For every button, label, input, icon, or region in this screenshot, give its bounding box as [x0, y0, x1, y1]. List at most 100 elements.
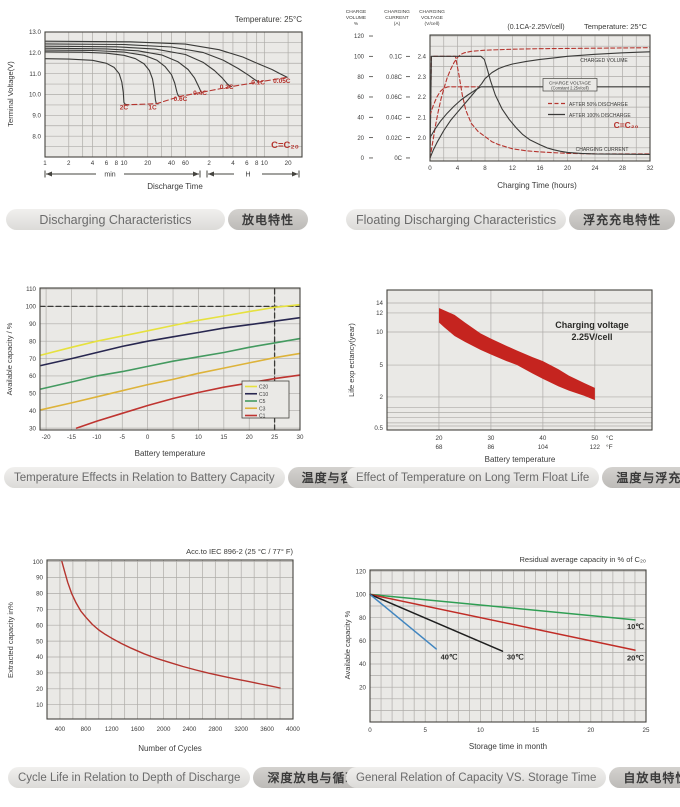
svg-text:20: 20 — [357, 136, 364, 142]
svg-text:90: 90 — [36, 575, 43, 582]
svg-text:0.06C: 0.06C — [386, 95, 403, 101]
svg-text:Charging voltage: Charging voltage — [555, 320, 629, 330]
svg-text:C1: C1 — [259, 414, 266, 420]
svg-text:80: 80 — [36, 591, 43, 598]
caption-storage-en: General Relation of Capacity VS. Storage… — [346, 767, 607, 788]
svg-text:2400: 2400 — [183, 726, 197, 733]
caption-float-life: Effect of Temperature on Long Term Float… — [346, 467, 680, 488]
svg-text:0: 0 — [361, 156, 365, 162]
svg-text:4: 4 — [91, 160, 95, 167]
svg-text:CHARGING: CHARGING — [419, 9, 445, 15]
caption-float-life-zh: 温度与浮充寿命关系 — [602, 467, 680, 488]
caption-cycle-life: Cycle Life in Relation to Depth of Disch… — [8, 767, 399, 788]
svg-text:C20: C20 — [259, 385, 268, 391]
caption-floating: Floating Discharging Characteristics 浮充充… — [346, 209, 676, 230]
svg-text:0.1C: 0.1C — [251, 80, 265, 87]
svg-text:20: 20 — [436, 435, 443, 442]
caption-storage: General Relation of Capacity VS. Storage… — [346, 767, 680, 788]
svg-text:0.5: 0.5 — [374, 425, 383, 432]
svg-text:120: 120 — [354, 34, 365, 40]
svg-text:0.08C: 0.08C — [386, 75, 403, 81]
caption-discharging-en: Discharging Characteristics — [6, 209, 225, 230]
svg-text:40: 40 — [168, 160, 175, 167]
svg-text:30℃: 30℃ — [507, 652, 524, 661]
svg-text:400: 400 — [55, 726, 66, 733]
caption-floating-en: Floating Discharging Characteristics — [346, 209, 567, 230]
svg-text:CHARGING CURRENT: CHARGING CURRENT — [576, 147, 629, 153]
svg-text:C=C₂₀: C=C₂₀ — [614, 120, 639, 130]
svg-text:80: 80 — [359, 615, 366, 622]
svg-text:2.2: 2.2 — [418, 95, 427, 101]
svg-text:5: 5 — [423, 727, 427, 734]
svg-text:20: 20 — [36, 686, 43, 693]
svg-text:Temperature: 25°C: Temperature: 25°C — [235, 15, 302, 24]
svg-text:Battery temperature: Battery temperature — [485, 455, 556, 464]
caption-discharging-zh: 放电特性 — [227, 209, 308, 230]
svg-text:Available capacity / %: Available capacity / % — [5, 322, 14, 395]
svg-text:Battery temperature: Battery temperature — [135, 449, 206, 458]
svg-text:0.02C: 0.02C — [386, 136, 403, 142]
caption-discharging: Discharging Characteristics 放电特性 — [6, 209, 308, 230]
svg-text:10: 10 — [376, 329, 383, 336]
svg-text:20: 20 — [246, 434, 253, 441]
svg-text:80: 80 — [357, 75, 364, 81]
svg-text:AFTER 50% DISCHARGE: AFTER 50% DISCHARGE — [569, 102, 629, 108]
svg-text:12: 12 — [376, 310, 383, 317]
svg-text:8: 8 — [483, 165, 487, 172]
svg-text:CHARGE: CHARGE — [346, 9, 367, 15]
chart-capacity-vs-storage-time: 0 5 10 15 20 25 20 40 60 80 100 120 Residual average… — [343, 555, 650, 751]
svg-text:40: 40 — [36, 654, 43, 661]
svg-text:2800: 2800 — [208, 726, 222, 733]
svg-text:14: 14 — [376, 300, 383, 307]
svg-text:30: 30 — [487, 435, 494, 442]
svg-text:120: 120 — [356, 568, 367, 575]
svg-text:86: 86 — [487, 444, 494, 451]
svg-text:10.0: 10.0 — [29, 92, 42, 99]
svg-text:6: 6 — [105, 160, 109, 167]
svg-text:VOLTAGE: VOLTAGE — [421, 15, 443, 21]
svg-text:%: % — [354, 21, 359, 27]
svg-text:70: 70 — [29, 356, 36, 363]
svg-text:104: 104 — [538, 444, 549, 451]
svg-text:20℃: 20℃ — [627, 654, 644, 663]
svg-text:20: 20 — [587, 727, 594, 734]
svg-text:50: 50 — [591, 435, 598, 442]
svg-text:8: 8 — [255, 160, 259, 167]
svg-text:12.0: 12.0 — [29, 50, 42, 57]
svg-text:40: 40 — [359, 661, 366, 668]
svg-text:C=C₂₀: C=C₂₀ — [271, 140, 299, 151]
svg-text:4: 4 — [231, 160, 235, 167]
svg-text:100: 100 — [33, 559, 44, 566]
svg-text:800: 800 — [81, 726, 92, 733]
svg-text:16: 16 — [537, 165, 544, 172]
svg-text:(0.1CA-2.25V/cell): (0.1CA-2.25V/cell) — [507, 24, 564, 31]
svg-text:68: 68 — [436, 444, 443, 451]
svg-text:3600: 3600 — [260, 726, 274, 733]
svg-text:(Constant 2.25v/cell): (Constant 2.25v/cell) — [551, 86, 589, 91]
svg-text:10℃: 10℃ — [627, 622, 644, 631]
svg-text:28: 28 — [619, 165, 626, 172]
svg-text:60: 60 — [357, 95, 364, 101]
svg-text:30: 30 — [29, 425, 36, 432]
svg-text:40℃: 40℃ — [441, 652, 458, 661]
svg-text:12: 12 — [509, 165, 516, 172]
svg-text:Number of Cycles: Number of Cycles — [138, 744, 202, 753]
svg-text:25: 25 — [643, 727, 650, 734]
svg-text:100: 100 — [26, 304, 37, 311]
svg-text:-20: -20 — [42, 434, 52, 441]
svg-text:122: 122 — [590, 444, 601, 451]
svg-text:Temperature: 25°C: Temperature: 25°C — [584, 22, 648, 31]
svg-text:CHARGE VOLTAGE: CHARGE VOLTAGE — [549, 81, 591, 86]
svg-text:1C: 1C — [148, 105, 157, 112]
svg-text:50: 50 — [29, 391, 36, 398]
caption-cycle-life-en: Cycle Life in Relation to Depth of Disch… — [8, 767, 251, 788]
svg-text:8.0: 8.0 — [32, 133, 41, 140]
svg-text:min: min — [104, 172, 115, 179]
svg-text:C5: C5 — [259, 399, 266, 405]
svg-text:0.4C: 0.4C — [193, 90, 207, 97]
svg-text:CURRENT: CURRENT — [385, 15, 409, 21]
svg-text:30: 30 — [36, 670, 43, 677]
svg-text:4: 4 — [456, 165, 460, 172]
svg-text:Acc.to IEC 896-2 (25 °C / 77°: Acc.to IEC 896-2 (25 °C / 77° F) — [186, 547, 293, 556]
svg-text:C3: C3 — [259, 406, 266, 412]
